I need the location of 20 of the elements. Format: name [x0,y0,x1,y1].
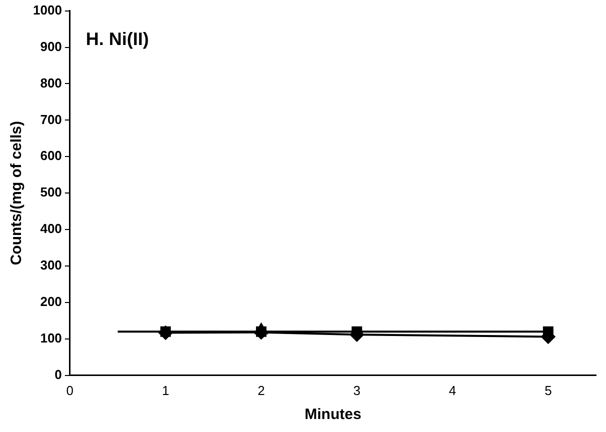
y-tick-label: 400 [40,221,62,236]
y-tick-label: 200 [40,294,62,310]
x-tick-label: 4 [448,382,456,398]
x-tick-label: 1 [162,382,170,398]
y-tick-label: 600 [40,148,62,164]
x-tick-label: 0 [66,382,74,398]
y-tick-label: 800 [40,75,62,90]
y-tick-label: 1000 [33,2,62,18]
y-axis-title: Counts/(mg of cells) [8,121,26,266]
x-tick-label: 5 [544,382,552,398]
text: H. Ni(II) [86,28,149,49]
y-tick-label: 300 [40,258,62,273]
y-tick-label: 500 [40,184,62,200]
x-axis-title: Minutes [304,406,362,424]
y-tick-label: 700 [40,112,62,127]
x-tick-label: 2 [258,382,265,398]
y-tick-label: 0 [54,366,62,382]
y-tick-label: 100 [40,330,62,346]
x-tick-label: 3 [353,382,360,398]
y-tick-label: 900 [40,38,62,54]
